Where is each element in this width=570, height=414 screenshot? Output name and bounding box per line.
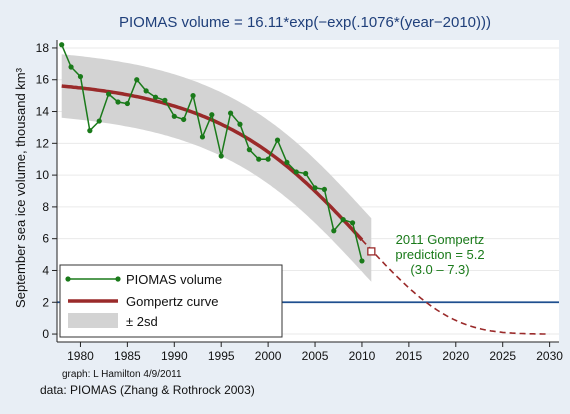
gompertz-line xyxy=(61,84,364,242)
data-point xyxy=(256,156,262,162)
sd-band xyxy=(61,54,372,282)
data-point xyxy=(331,228,337,234)
data-point xyxy=(265,156,271,162)
data-point xyxy=(171,113,177,119)
data-point xyxy=(237,121,243,127)
data-point xyxy=(303,170,309,177)
y-tick-label: 18 xyxy=(36,41,50,55)
y-tick-label: 10 xyxy=(36,168,50,182)
x-tick-label: 2000 xyxy=(255,349,282,363)
legend-marker-piomas xyxy=(65,276,71,282)
annotation: 2011 Gompertz prediction = 5.2 (3.0 – 7.… xyxy=(395,232,484,277)
data-point xyxy=(59,42,65,48)
x-tick-label: 2030 xyxy=(536,349,563,363)
legend-label-gompertz: Gompertz curve xyxy=(126,294,218,309)
data-point xyxy=(152,94,159,100)
y-tick-label: 14 xyxy=(36,105,50,119)
data-point xyxy=(199,134,206,140)
forecast-curve xyxy=(361,239,550,335)
data-point xyxy=(68,64,74,70)
x-tick-label: 2025 xyxy=(489,349,516,363)
y-tick-label: 4 xyxy=(42,263,49,277)
x-tick-label: 1990 xyxy=(161,349,188,363)
y-tick-label: 12 xyxy=(36,136,50,150)
data-point xyxy=(87,128,93,134)
graph-credit: graph: L Hamilton 4/9/2011 xyxy=(62,369,182,380)
data-point xyxy=(124,100,130,107)
data-point xyxy=(162,97,168,103)
legend-label-piomas: PIOMAS volume xyxy=(126,272,222,287)
data-point xyxy=(77,73,84,80)
legend-swatch-band xyxy=(68,313,118,328)
y-tick-label: 2 xyxy=(42,295,49,309)
y-axis: 0 2 4 6 8 10 12 14 16 18 xyxy=(36,40,58,342)
y-tick-label: 0 xyxy=(42,327,49,341)
x-tick-label: 1980 xyxy=(67,349,94,363)
annotation-line-2: prediction = 5.2 xyxy=(395,247,484,262)
data-point xyxy=(274,137,281,143)
data-point xyxy=(321,186,328,193)
data-point xyxy=(218,153,224,159)
data-point xyxy=(209,112,215,118)
x-tick-label: 2010 xyxy=(349,349,376,363)
annotation-line-1: 2011 Gompertz xyxy=(396,232,485,247)
x-tick-label: 2020 xyxy=(442,349,469,363)
data-point xyxy=(246,147,252,153)
sd-band-area xyxy=(61,54,372,282)
x-axis: 1980 1985 1990 1995 2000 2005 2010 2015 2020 2025… xyxy=(57,341,563,363)
y-tick-label: 8 xyxy=(42,200,49,214)
legend: PIOMAS volume Gompertz curve ± 2sd xyxy=(59,264,283,338)
legend-label-band: ± 2sd xyxy=(126,314,158,329)
data-point xyxy=(190,93,196,99)
annotation-line-3: (3.0 – 7.3) xyxy=(410,262,469,277)
x-tick-label: 2005 xyxy=(302,349,329,363)
piomas-series xyxy=(59,42,365,264)
x-tick-label: 1995 xyxy=(208,349,235,363)
data-point xyxy=(349,220,356,226)
y-tick-label: 6 xyxy=(42,232,49,246)
data-point xyxy=(96,118,102,124)
forecast-point xyxy=(367,247,376,256)
data-point xyxy=(181,116,187,123)
x-tick-label: 1985 xyxy=(114,349,141,363)
forecast-line xyxy=(361,239,550,335)
data-point xyxy=(359,258,365,264)
data-point xyxy=(106,91,112,97)
data-point xyxy=(227,110,234,116)
chart-title: PIOMAS volume = 16.11*exp(−exp(.1076*(ye… xyxy=(119,14,491,31)
data-point xyxy=(115,99,121,105)
data-point xyxy=(284,159,290,165)
y-tick-label: 16 xyxy=(36,73,50,87)
legend-marker-piomas xyxy=(115,276,121,282)
data-source: data: PIOMAS (Zhang & Rothrock 2003) xyxy=(40,383,255,397)
data-point xyxy=(293,169,299,175)
y-axis-label: September sea ice volume, thousand km³ xyxy=(13,67,28,308)
data-point xyxy=(312,185,318,191)
x-tick-label: 2015 xyxy=(396,349,423,363)
data-point xyxy=(134,77,140,83)
data-point xyxy=(143,88,149,94)
data-point xyxy=(340,217,346,223)
gompertz-curve xyxy=(61,84,364,242)
